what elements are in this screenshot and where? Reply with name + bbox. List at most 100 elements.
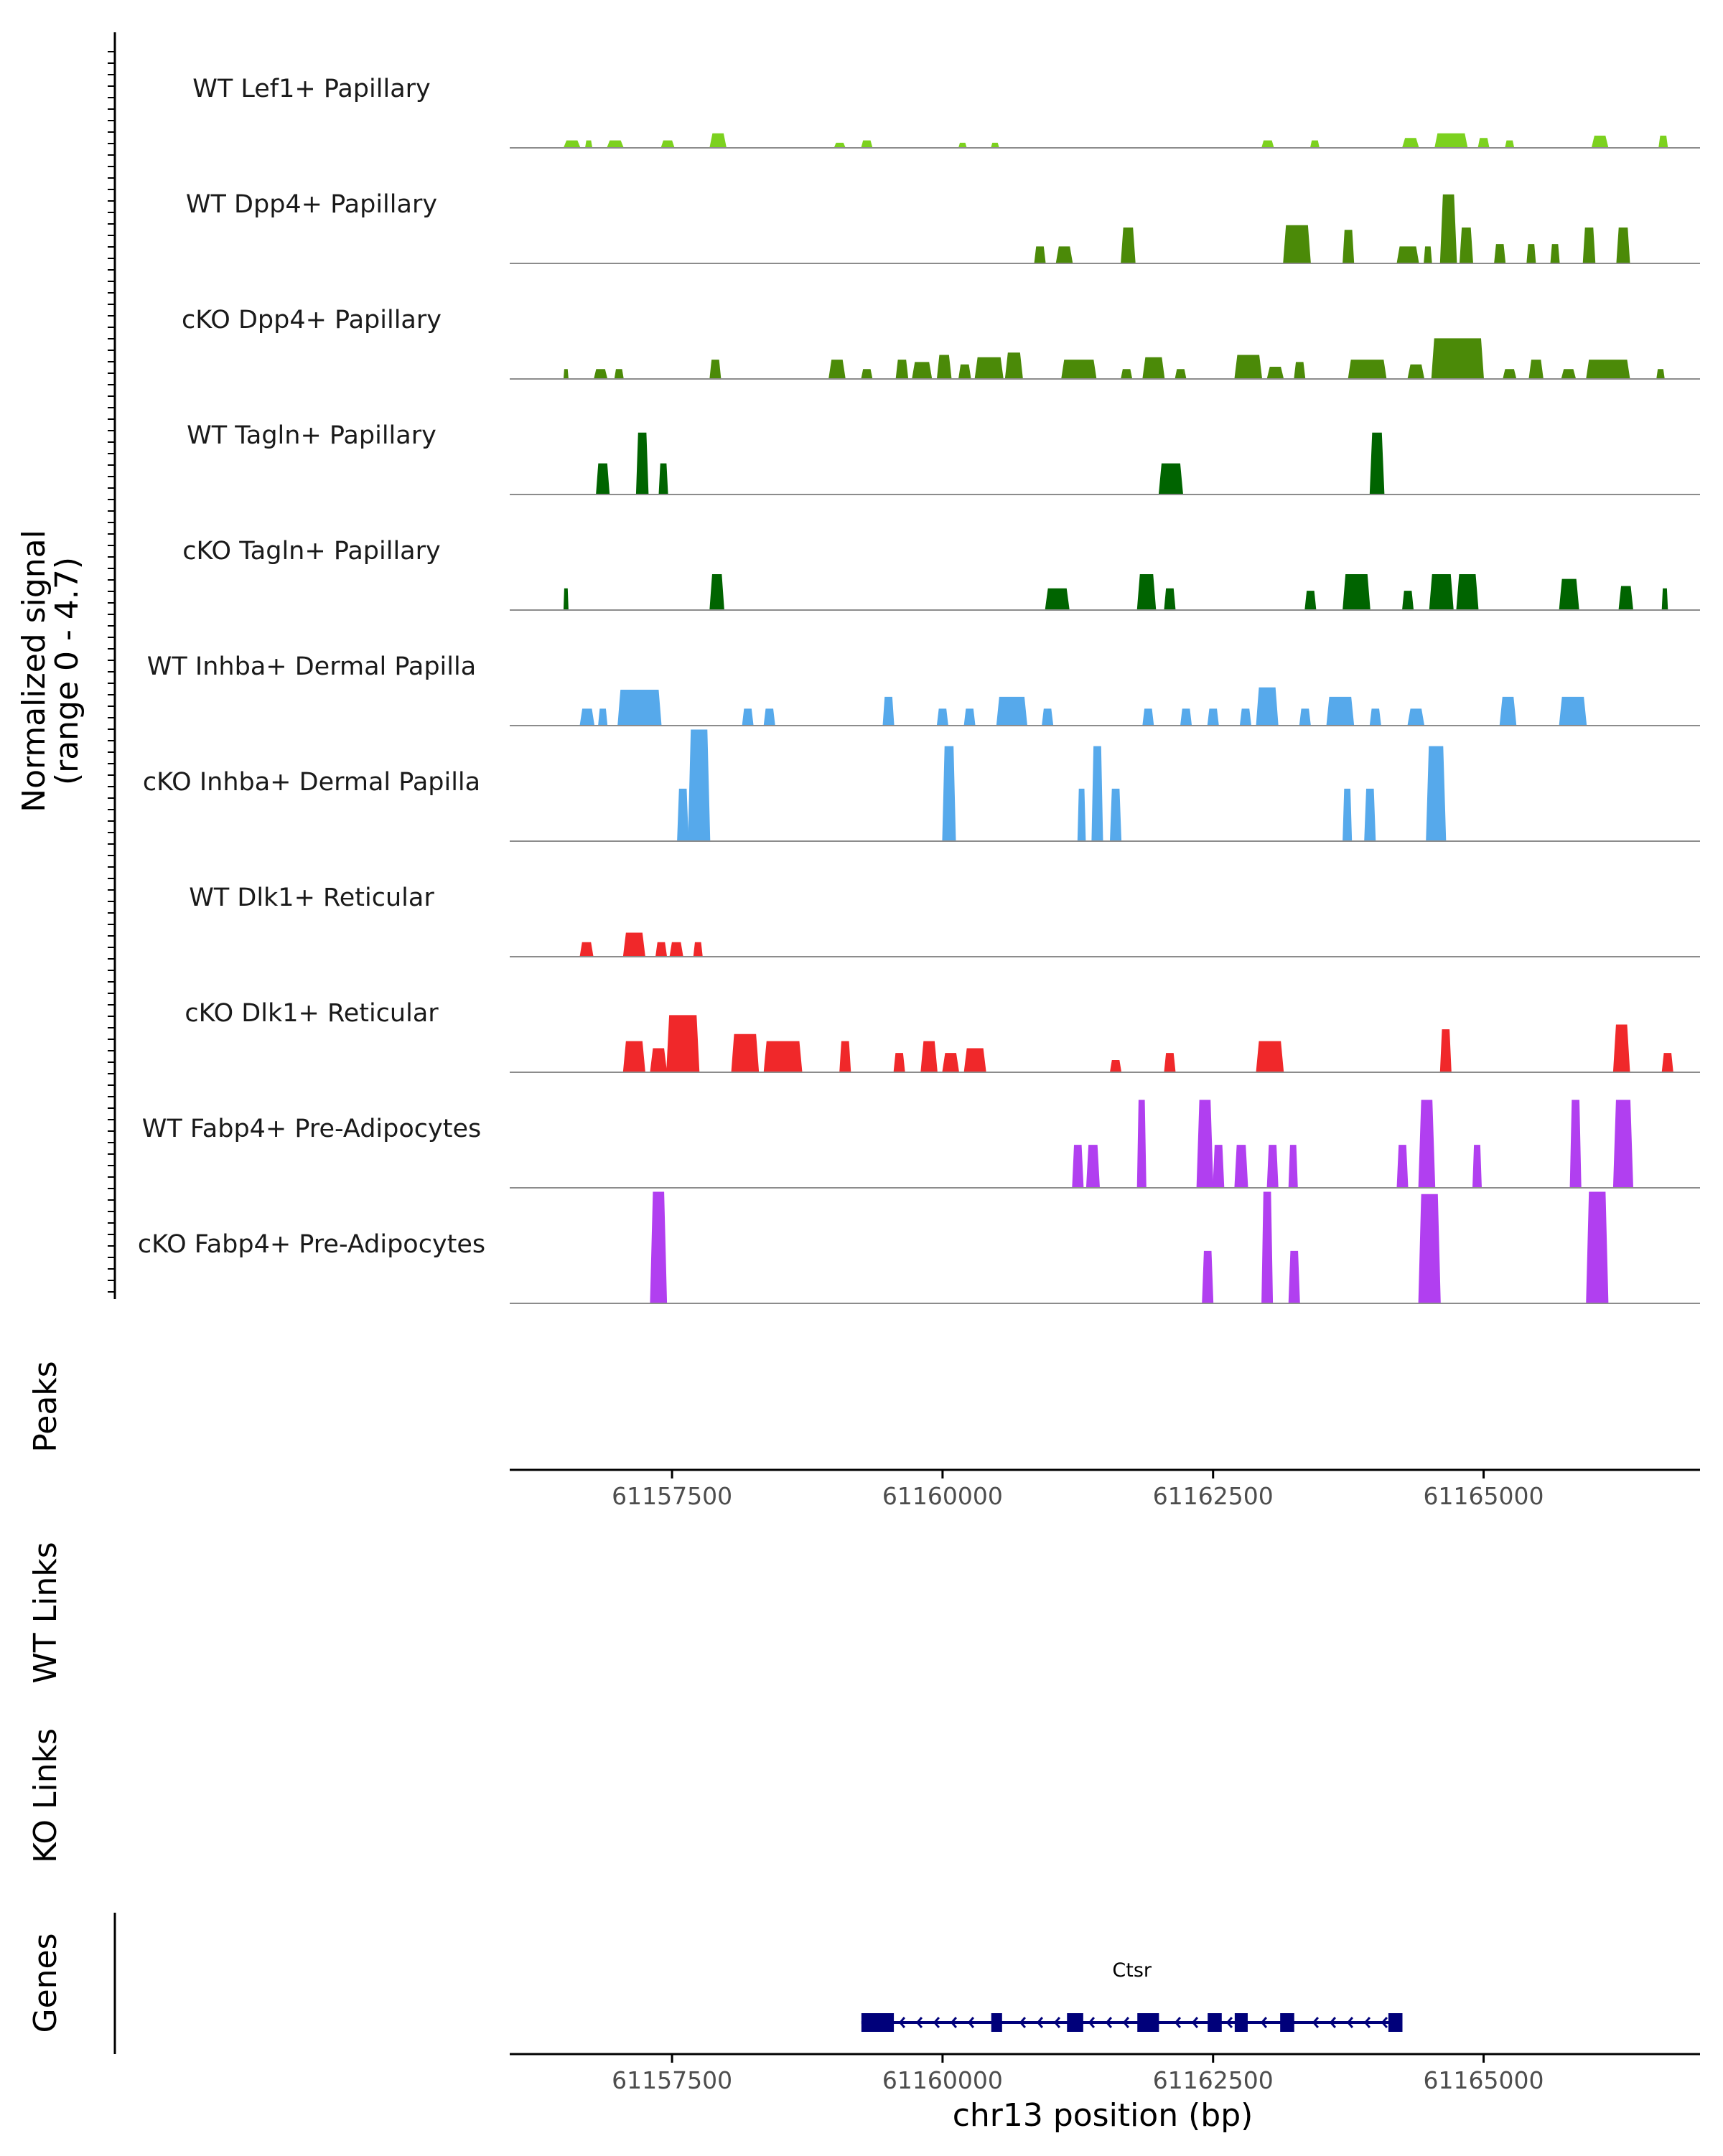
track-5-peak-19 (1499, 696, 1517, 726)
track-9-peak-8 (1396, 1145, 1409, 1189)
signal-axis (108, 32, 116, 1299)
track-9-peak-10 (1472, 1145, 1482, 1189)
peaks-x-tick-label-3: 61165000 (1424, 1482, 1544, 1510)
track-5-peak-20 (1559, 696, 1587, 726)
track-7-peak-4 (693, 942, 703, 957)
track-label-1: WT Dpp4+ Papillary (186, 190, 437, 219)
gene-strand-arrow-11 (1174, 2017, 1182, 2028)
track-0-peak-4 (709, 133, 727, 149)
track-2-peak-0 (563, 369, 569, 380)
track-2-peak-2 (614, 369, 624, 380)
track-2-peak-14 (1142, 357, 1165, 380)
track-2-peak-25 (1586, 360, 1630, 380)
genes-x-tick-label-0: 61157500 (612, 2066, 732, 2094)
gene-exon-0 (861, 2013, 895, 2032)
track-9-peak-5 (1234, 1145, 1248, 1189)
wt-links-label: WT Links (27, 1542, 64, 1683)
gene-name-label: Ctsr (1112, 1959, 1152, 1982)
x-axis-title: chr13 position (bp) (953, 2097, 1253, 2134)
track-8-peak-9 (963, 1048, 986, 1073)
track-9: WT Fabp4+ Pre-Adipocytes (142, 1100, 1700, 1189)
track-1-peak-0 (1034, 246, 1046, 264)
track-9-peak-3 (1196, 1100, 1214, 1189)
track-label-4: cKO Tagln+ Papillary (182, 537, 441, 566)
track-5-peak-16 (1326, 696, 1355, 726)
track-4-peak-7 (1401, 591, 1414, 611)
coverage-tracks: WT Lef1+ Papillary WT Dpp4+ Papillary cKO … (138, 75, 1700, 1304)
track-8-peak-6 (893, 1053, 905, 1073)
track-7-peak-1 (622, 932, 645, 957)
track-2-peak-12 (1061, 360, 1097, 380)
track-7: WT Dlk1+ Reticular (189, 884, 1700, 957)
gene-exon-3 (1137, 2013, 1159, 2032)
track-9-peak-9 (1418, 1100, 1436, 1189)
track-4: cKO Tagln+ Papillary (182, 537, 1700, 611)
gene-model-ctsr (861, 2013, 1403, 2032)
track-8: cKO Dlk1+ Reticular (185, 999, 1700, 1073)
track-4-peak-11 (1618, 586, 1634, 611)
track-2-peak-3 (709, 360, 722, 380)
track-8-peak-1 (650, 1048, 668, 1073)
track-5-peak-13 (1239, 708, 1252, 726)
track-9-peak-6 (1266, 1145, 1279, 1189)
track-5-peak-14 (1256, 687, 1279, 726)
genes-x-axis-ticks (671, 2054, 1485, 2063)
track-1-peak-6 (1424, 246, 1432, 264)
gene-strand-arrow-0 (898, 2017, 906, 2028)
track-4-peak-2 (1045, 588, 1070, 611)
track-3-peak-4 (1369, 432, 1385, 495)
track-1-peak-7 (1439, 194, 1457, 264)
gene-strand-arrow-12 (1191, 2017, 1199, 2028)
track-6: cKO Inhba+ Dermal Papilla (143, 729, 1700, 842)
track-1-peak-9 (1494, 244, 1506, 264)
track-4-peak-8 (1429, 574, 1454, 611)
track-4-peak-1 (709, 574, 724, 611)
track-0: WT Lef1+ Papillary (192, 75, 1700, 149)
track-8-peak-4 (763, 1041, 803, 1073)
track-5-peak-3 (742, 708, 754, 726)
track-6-peak-0 (677, 788, 689, 842)
gene-strand-arrow-3 (950, 2017, 958, 2028)
track-9-peak-1 (1085, 1145, 1101, 1189)
signal-axis-ticks (108, 51, 115, 1293)
track-0-peak-10 (1309, 140, 1320, 149)
gene-strand-arrow-4 (967, 2017, 975, 2028)
track-2-peak-7 (912, 362, 933, 380)
signal-axis-title-line2: (range 0 - 4.7) (49, 557, 85, 785)
track-1-peak-8 (1459, 228, 1474, 264)
track-label-6: cKO Inhba+ Dermal Papilla (143, 768, 480, 797)
track-1-peak-12 (1582, 228, 1596, 264)
track-0-peak-15 (1591, 136, 1609, 149)
track-1-peak-5 (1396, 246, 1419, 264)
track-6-peak-2 (942, 746, 956, 842)
track-5-peak-6 (936, 708, 948, 726)
track-1-peak-2 (1121, 228, 1136, 264)
gene-exon-6 (1280, 2013, 1294, 2032)
track-9-peak-2 (1136, 1100, 1147, 1189)
track-0-peak-11 (1401, 138, 1419, 149)
track-5-peak-2 (617, 690, 662, 726)
track-0-peak-13 (1477, 138, 1490, 149)
track-0-peak-1 (584, 140, 593, 149)
track-2-peak-24 (1561, 369, 1577, 380)
track-4-peak-10 (1559, 578, 1579, 611)
track-9-peak-12 (1612, 1100, 1634, 1189)
track-2-peak-19 (1348, 360, 1387, 380)
gene-strand-arrow-16 (1329, 2017, 1337, 2028)
gene-exon-2 (1067, 2013, 1083, 2032)
track-3-peak-1 (635, 432, 649, 495)
gene-strand-arrow-8 (1088, 2017, 1096, 2028)
track-5-peak-1 (598, 708, 608, 726)
track-2-peak-16 (1234, 355, 1263, 380)
gene-strand-arrow-13 (1225, 2017, 1233, 2028)
track-5: WT Inhba+ Dermal Papilla (147, 652, 1700, 726)
track-2: cKO Dpp4+ Papillary (182, 306, 1700, 380)
peaks-x-tick-label-0: 61157500 (612, 1482, 732, 1510)
track-1-peak-10 (1526, 244, 1536, 264)
track-1: WT Dpp4+ Papillary (186, 190, 1700, 264)
track-2-peak-21 (1431, 338, 1485, 380)
track-7-peak-3 (669, 942, 683, 957)
track-10-peak-4 (1418, 1194, 1441, 1304)
track-4-peak-5 (1304, 591, 1317, 611)
track-5-peak-10 (1142, 708, 1154, 726)
